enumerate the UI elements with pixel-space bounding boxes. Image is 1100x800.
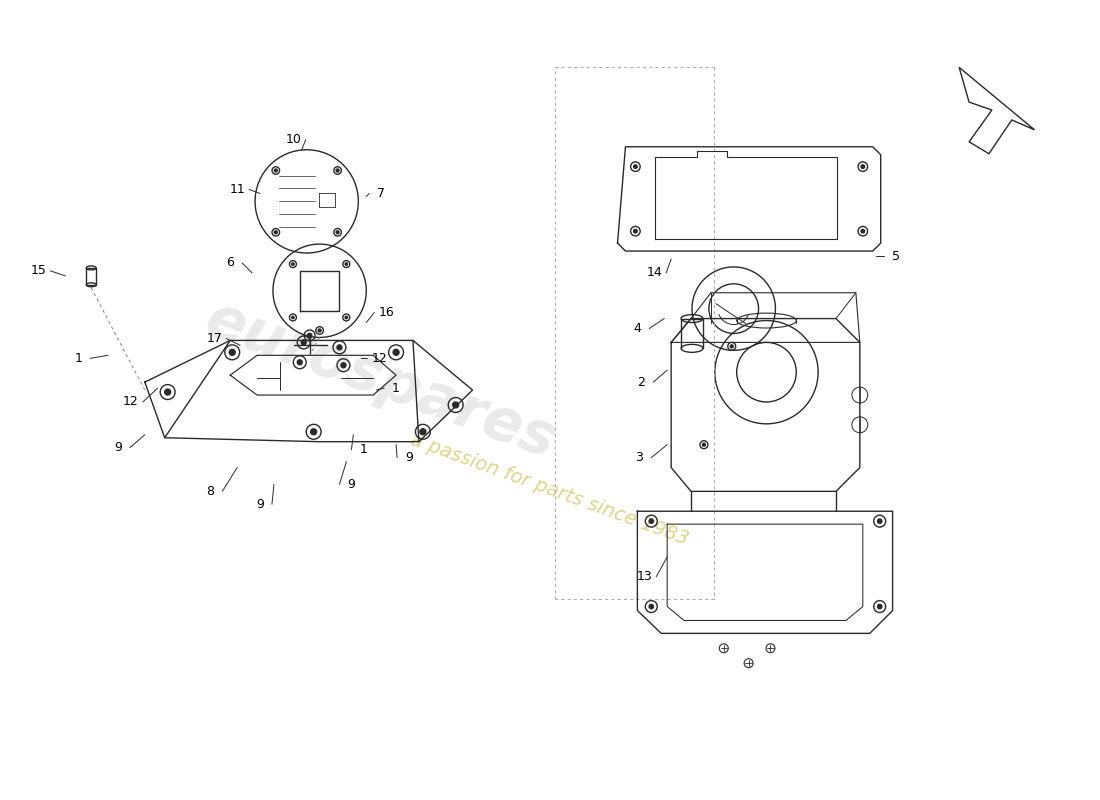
- Text: 15: 15: [31, 265, 46, 278]
- Text: 9: 9: [114, 441, 122, 454]
- Circle shape: [274, 169, 277, 172]
- Circle shape: [393, 350, 399, 355]
- Circle shape: [341, 362, 345, 368]
- Text: 11: 11: [229, 183, 245, 196]
- Text: 12: 12: [372, 352, 387, 365]
- Text: 3: 3: [636, 451, 644, 464]
- Circle shape: [292, 316, 294, 318]
- Circle shape: [337, 169, 339, 172]
- Text: 7: 7: [377, 187, 385, 200]
- Text: 6: 6: [227, 257, 234, 270]
- Text: 16: 16: [378, 306, 394, 319]
- Text: 2: 2: [637, 376, 646, 389]
- Circle shape: [861, 230, 865, 233]
- Circle shape: [165, 389, 170, 395]
- Circle shape: [634, 230, 637, 233]
- Circle shape: [310, 429, 317, 434]
- Text: 1: 1: [75, 352, 82, 365]
- Circle shape: [274, 230, 277, 234]
- Text: 10: 10: [286, 134, 301, 146]
- Text: 1: 1: [392, 382, 400, 394]
- Text: 1: 1: [360, 443, 367, 456]
- Text: 12: 12: [123, 395, 139, 409]
- Text: 13: 13: [637, 570, 652, 583]
- Circle shape: [878, 604, 882, 609]
- Circle shape: [345, 263, 348, 266]
- Circle shape: [649, 519, 653, 523]
- Circle shape: [453, 402, 459, 408]
- Circle shape: [292, 263, 294, 266]
- Circle shape: [703, 443, 705, 446]
- Circle shape: [229, 350, 235, 355]
- Text: 9: 9: [348, 478, 355, 491]
- Text: 9: 9: [405, 451, 412, 464]
- Text: 4: 4: [634, 322, 641, 335]
- Circle shape: [345, 316, 348, 318]
- Circle shape: [337, 345, 342, 350]
- Circle shape: [337, 230, 339, 234]
- Circle shape: [649, 604, 653, 609]
- Circle shape: [878, 519, 882, 523]
- Text: a passion for parts since 1983: a passion for parts since 1983: [408, 430, 692, 549]
- Circle shape: [318, 329, 321, 332]
- Circle shape: [730, 345, 734, 348]
- Circle shape: [634, 165, 637, 169]
- Circle shape: [420, 429, 426, 434]
- Circle shape: [297, 360, 302, 365]
- Circle shape: [861, 165, 865, 169]
- Circle shape: [301, 340, 306, 345]
- Text: 5: 5: [892, 250, 900, 262]
- Text: 8: 8: [207, 485, 215, 498]
- Text: 17: 17: [207, 332, 222, 345]
- Text: 9: 9: [256, 498, 264, 510]
- Text: 14: 14: [647, 266, 662, 279]
- Text: eurospares: eurospares: [198, 290, 564, 470]
- Circle shape: [308, 334, 312, 338]
